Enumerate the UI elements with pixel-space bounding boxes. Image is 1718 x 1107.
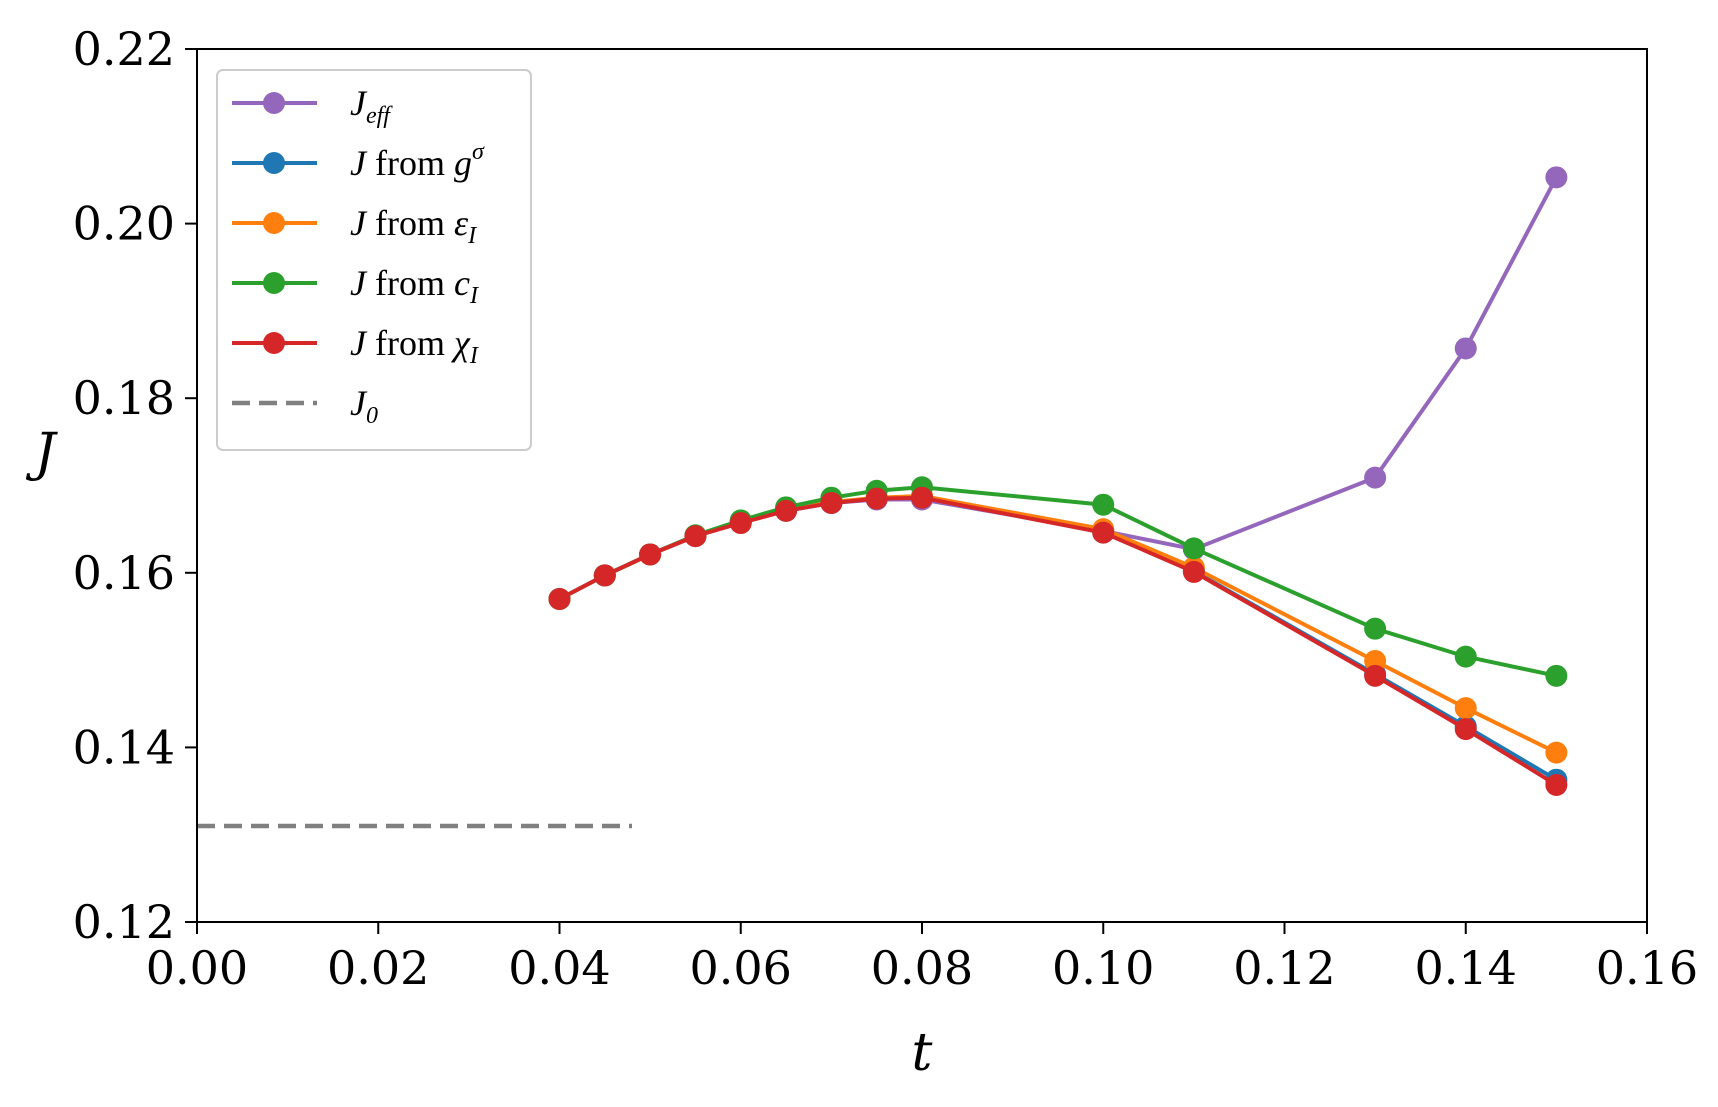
y-tick-label: 0.14 — [73, 720, 175, 774]
legend-entry-4: J from χI — [232, 323, 479, 369]
legend-label-part: from — [366, 203, 454, 243]
plot-area — [197, 166, 1568, 829]
data-point-s4-4 — [729, 512, 752, 535]
legend-label-part: σ — [472, 139, 485, 165]
data-point-s4-13 — [1545, 773, 1568, 796]
y-tick-label: 0.18 — [73, 371, 175, 425]
x-tick-label: 0.02 — [327, 941, 429, 995]
legend-label-part: from — [366, 263, 454, 303]
y-tick-label: 0.12 — [73, 895, 175, 949]
data-point-s0-13 — [1545, 166, 1568, 189]
legend-marker — [263, 272, 285, 294]
data-point-s4-8 — [911, 486, 933, 509]
legend-label-part: J — [350, 143, 368, 183]
x-tick-label: 0.12 — [1233, 941, 1335, 995]
x-tick-label: 0.06 — [690, 941, 792, 995]
y-axis-label: J — [26, 423, 59, 483]
data-point-s4-7 — [865, 487, 888, 510]
legend-entry-0: Jeff — [232, 83, 393, 129]
series-line-3 — [558, 485, 1557, 678]
x-tick-label: 0.04 — [508, 941, 610, 995]
data-point-s0-12 — [1454, 337, 1477, 360]
data-point-s2-12 — [1454, 697, 1477, 720]
data-point-s3-12 — [1454, 645, 1477, 668]
legend-label-part: I — [469, 283, 479, 309]
legend-entry-1: J from gσ — [232, 139, 485, 183]
x-tick-label: 0.10 — [1052, 941, 1154, 995]
data-point-s4-1 — [593, 564, 616, 587]
x-tick-label: 0.14 — [1415, 941, 1517, 995]
legend-label-part: I — [467, 223, 477, 249]
legend-label: J from χI — [350, 323, 479, 369]
series-line-2 — [558, 494, 1558, 755]
series-line-0 — [558, 176, 1559, 601]
data-point-s4-9 — [1092, 521, 1115, 544]
legend-label-part: χ — [451, 323, 471, 363]
legend-label-part: from — [366, 143, 454, 183]
legend-label-part: J — [350, 203, 368, 243]
data-point-s4-2 — [639, 543, 662, 566]
legend-entry-2: J from εI — [232, 203, 477, 249]
data-point-s3-13 — [1545, 664, 1568, 687]
x-tick-label: 0.16 — [1596, 941, 1698, 995]
legend-marker — [263, 332, 285, 354]
legend-marker — [263, 92, 285, 114]
legend-label-part: J — [350, 383, 368, 423]
legend-label: J from cI — [350, 263, 479, 309]
legend-label-part: eff — [366, 103, 393, 129]
legend-marker — [263, 152, 285, 174]
data-point-s2-13 — [1545, 741, 1568, 764]
data-point-s3-11 — [1364, 617, 1387, 640]
series-line-4 — [558, 495, 1558, 787]
data-point-s4-0 — [548, 587, 571, 610]
data-point-s4-11 — [1364, 664, 1387, 687]
legend-label-part: J — [350, 263, 368, 303]
legend-marker — [263, 212, 285, 234]
data-point-s0-11 — [1364, 466, 1387, 489]
x-tick-label: 0.00 — [146, 941, 248, 995]
x-tick-label: 0.08 — [871, 941, 973, 995]
legend-label-part: ε — [454, 203, 469, 243]
x-axis-label: t — [912, 1023, 933, 1083]
legend-label: J from gσ — [350, 139, 485, 183]
data-point-s4-12 — [1454, 718, 1477, 741]
legend-label: Jeff — [350, 83, 393, 129]
data-point-s3-9 — [1092, 493, 1115, 516]
legend-label-part: c — [454, 263, 470, 303]
legend-label-part: J — [350, 83, 368, 123]
legend-label-part: J — [350, 323, 368, 363]
legend-entry-3: J from cI — [232, 263, 479, 309]
legend-label-part: from — [366, 323, 454, 363]
data-point-s3-10 — [1182, 537, 1205, 560]
legend-label: J from εI — [350, 203, 477, 249]
legend-label: J0 — [350, 383, 378, 429]
y-tick-label: 0.20 — [73, 197, 175, 251]
legend-label-part: I — [469, 343, 479, 369]
data-point-s4-6 — [820, 491, 843, 514]
legend-label-part: g — [454, 143, 472, 183]
y-tick-label: 0.22 — [73, 22, 175, 76]
data-point-s4-3 — [684, 525, 707, 548]
data-point-s4-5 — [775, 499, 798, 522]
y-tick-label: 0.16 — [73, 546, 175, 600]
legend-label-part: 0 — [366, 403, 378, 429]
axes: 0.00 0.02 0.04 0.06 0.08 0.10 0.12 0.14 0.16 0.12… — [26, 22, 1699, 1083]
legend-entry-j0: J0 — [232, 383, 378, 429]
data-point-s4-10 — [1182, 560, 1205, 583]
